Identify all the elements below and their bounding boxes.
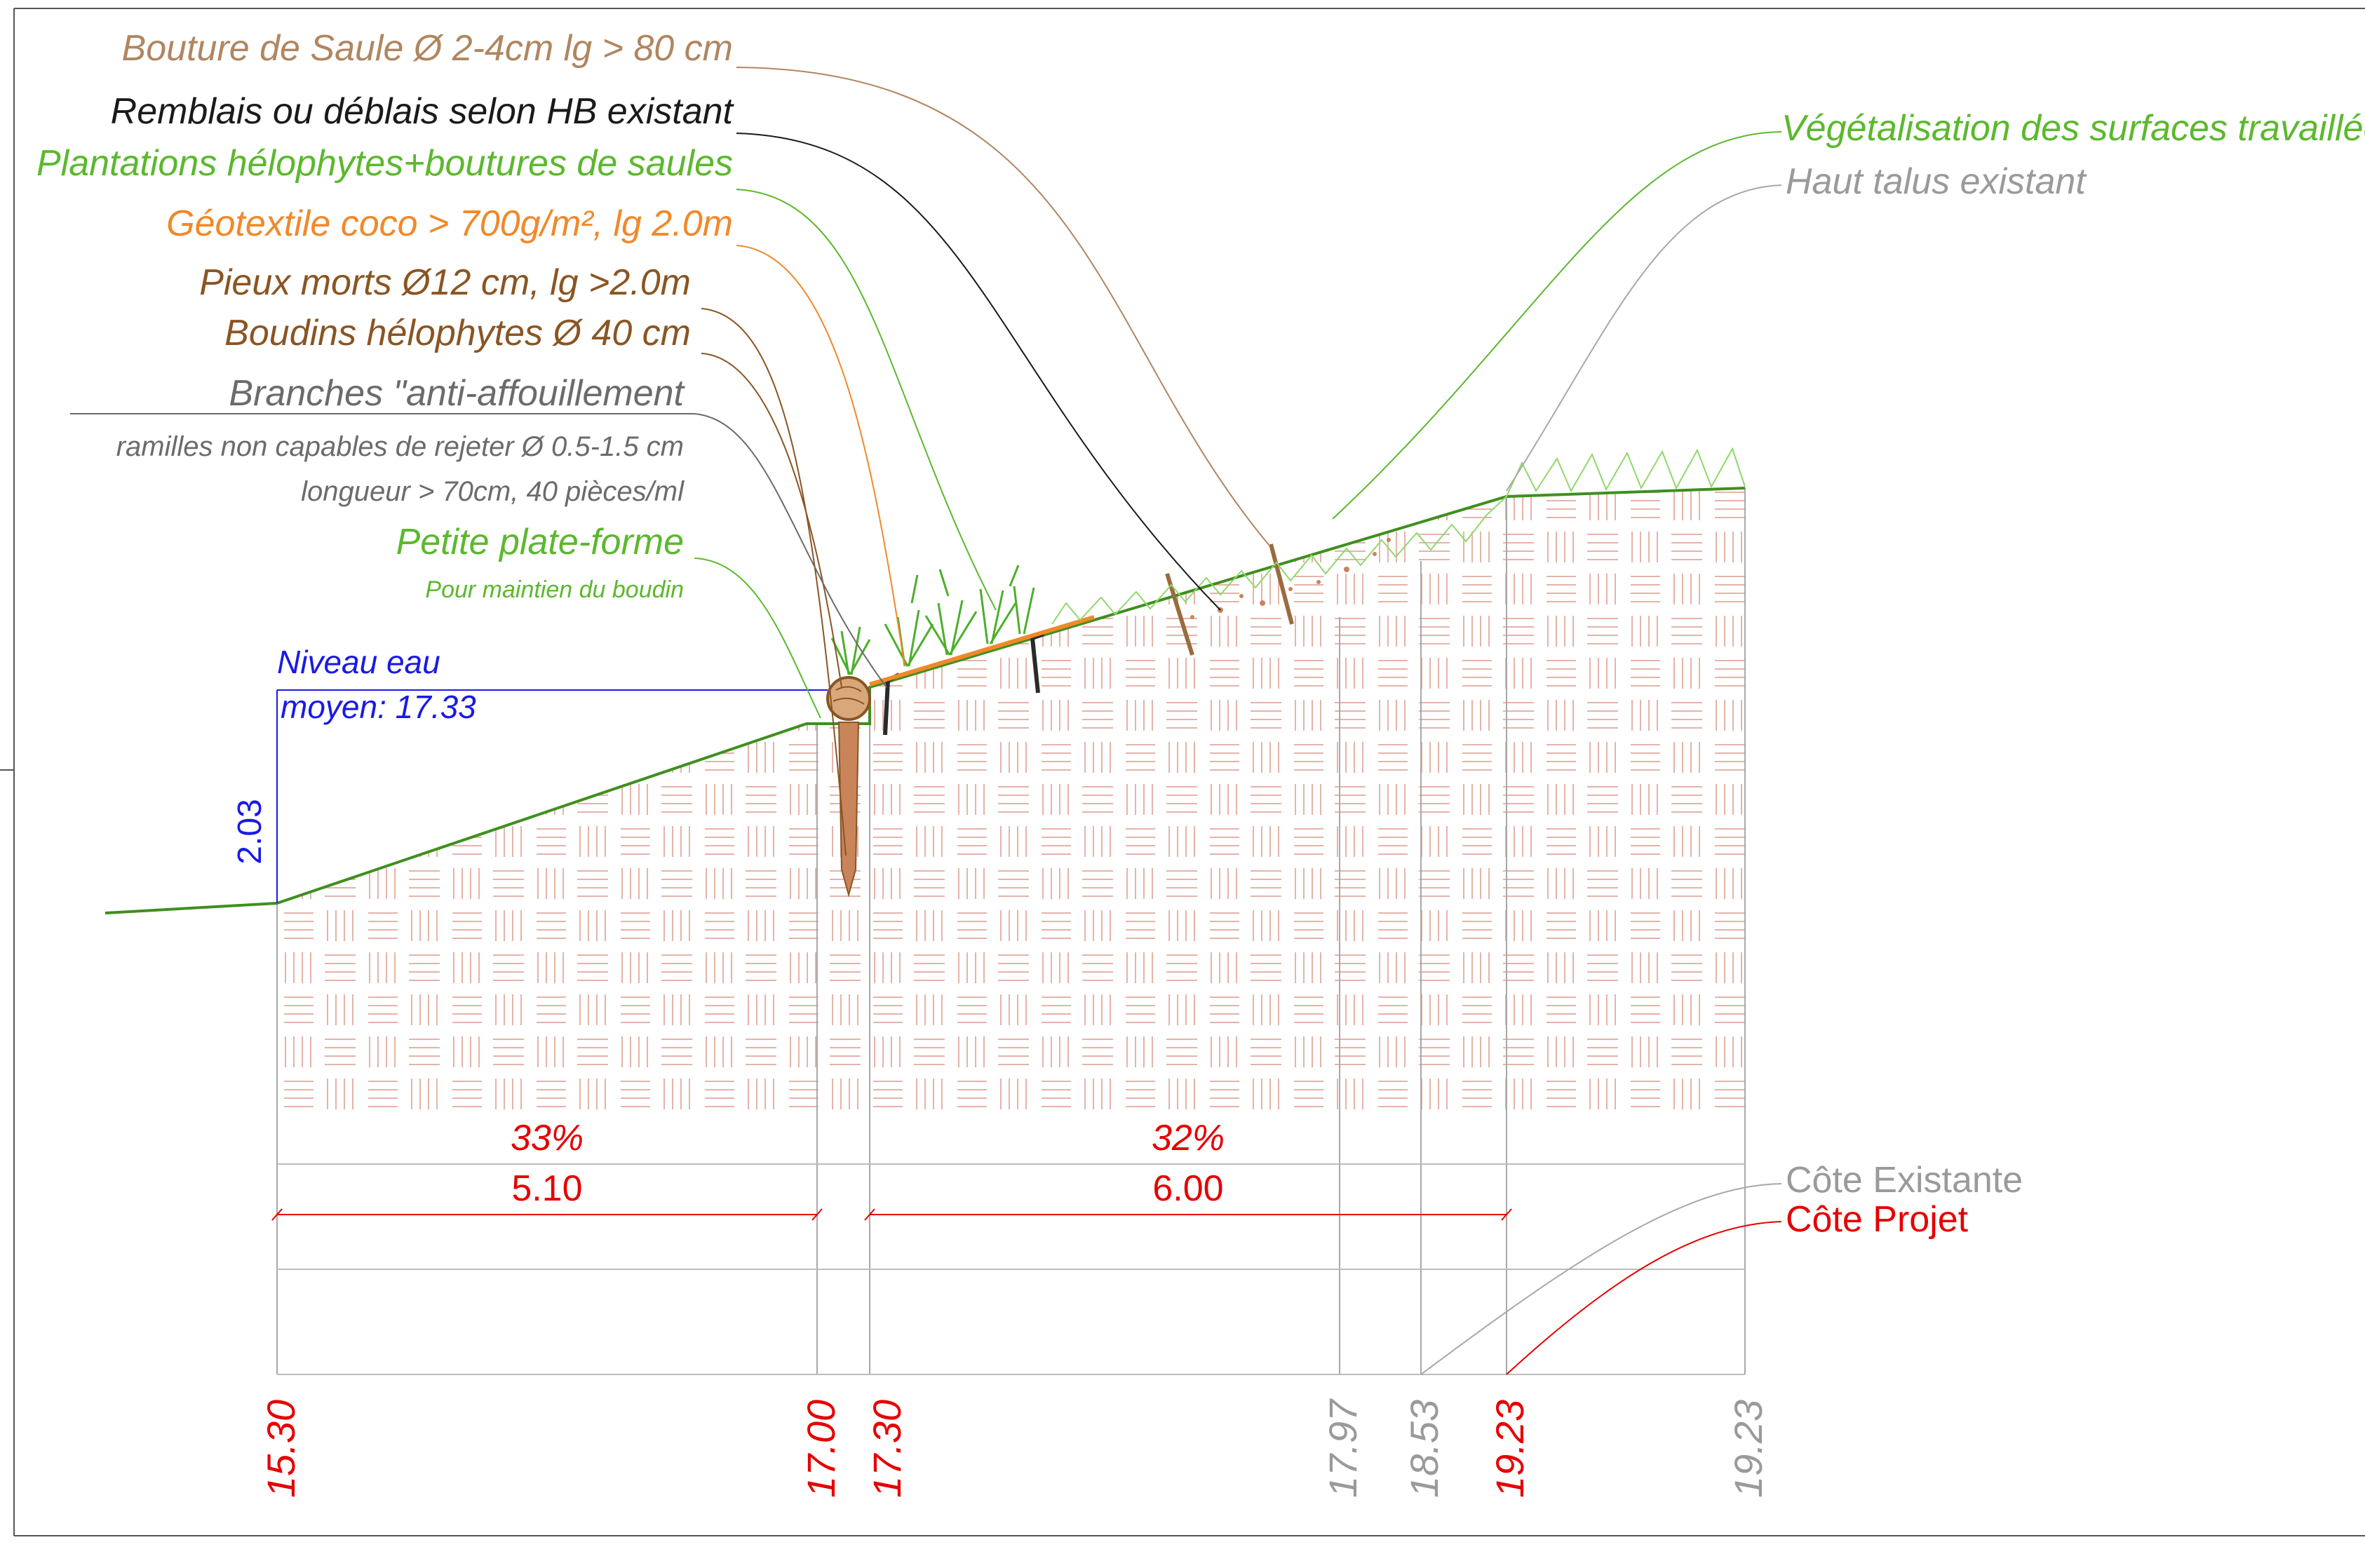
coir-geotextile: [869, 615, 1095, 687]
elevation-value: 15.30: [259, 1400, 303, 1498]
backfill-speckles: [1190, 538, 1391, 619]
elevation-value: 18.53: [1402, 1400, 1446, 1498]
label-branches: Branches "anti-affouillement: [229, 373, 685, 414]
slope-left: 33%: [511, 1118, 584, 1158]
leader-lines: [70, 67, 1782, 1375]
height-dimension: 2.03: [231, 799, 269, 864]
label-bouture: Bouture de Saule Ø 2-4cm lg > 80 cm: [122, 28, 733, 69]
willow-cuttings: [1165, 543, 1294, 656]
label-geotextile: Géotextile coco > 700g/m², lg 2.0m: [166, 203, 733, 244]
callout-labels: Bouture de Saule Ø 2-4cm lg > 80 cm Remb…: [36, 28, 735, 603]
elevation-value: 17.97: [1321, 1398, 1365, 1498]
label-plateforme-sub: Pour maintien du boudin: [425, 576, 684, 603]
label-vegetalisation: Végétalisation des surfaces travaillées: [1781, 108, 2365, 149]
water-level: Niveau eau moyen: 17.33 2.03: [231, 644, 828, 903]
label-haut-talus: Haut talus existant: [1786, 161, 2087, 202]
dead-stake: [837, 722, 860, 898]
label-remblais: Remblais ou déblais selon HB existant: [111, 91, 735, 132]
length-left: 5.10: [511, 1168, 582, 1209]
right-callout-labels: Végétalisation des surfaces travaillées …: [1781, 108, 2365, 1240]
water-level-label-1: Niveau eau: [277, 644, 440, 680]
label-plantations: Plantations hélophytes+boutures de saule…: [36, 143, 733, 184]
surface-vegetation: [1051, 447, 1746, 625]
elevation-value: 17.30: [865, 1400, 909, 1498]
label-boudins: Boudins hélophytes Ø 40 cm: [224, 313, 691, 353]
label-cote-existante: Côte Existante: [1786, 1160, 2023, 1201]
label-ramilles-2: longueur > 70cm, 40 pièces/ml: [301, 476, 685, 507]
elevation-table-lines: [277, 1163, 1745, 1375]
elevation-value: 19.23: [1488, 1400, 1532, 1498]
length-right: 6.00: [1152, 1168, 1223, 1209]
boudin-helophytes: [826, 676, 871, 721]
slope-dimensions: 33% 5.10 32% 6.00: [271, 1118, 1512, 1221]
frame: [0, 8, 2365, 1536]
water-level-label-2: moyen: 17.33: [281, 689, 476, 725]
elevation-reference-lines: [276, 488, 1746, 1374]
elevation-value: 19.23: [1726, 1400, 1770, 1498]
elevation-value: 17.00: [799, 1400, 843, 1498]
elevation-values: 15.30 17.00 17.30 17.97 18.53 19.23 19.2…: [259, 1398, 1770, 1498]
label-ramilles-1: ramilles non capables de rejeter Ø 0.5-1…: [116, 431, 684, 462]
helophyte-plants: [830, 565, 1035, 675]
label-plateforme: Petite plate-forme: [396, 522, 684, 562]
label-cote-projet: Côte Projet: [1786, 1199, 1969, 1240]
soil-section: [277, 488, 1745, 1109]
slope-right: 32%: [1152, 1118, 1225, 1158]
label-pieux: Pieux morts Ø12 cm, lg >2.0m: [199, 262, 691, 303]
